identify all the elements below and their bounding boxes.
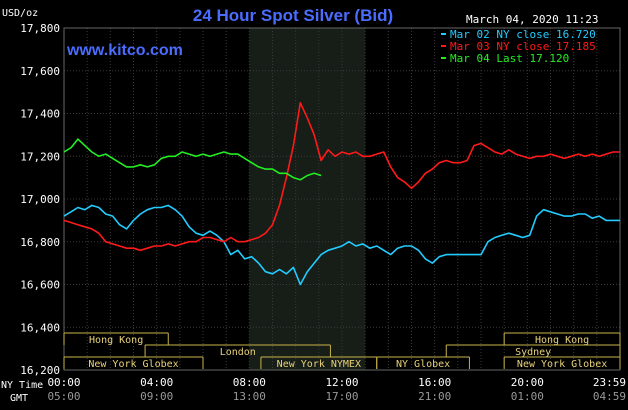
y-tick-label-3: 16,800 <box>20 236 60 249</box>
session-label-2: London <box>220 347 256 358</box>
y-tick-label-2: 16,600 <box>20 279 60 292</box>
session-label-0: Hong Kong <box>89 335 143 346</box>
session-label-4: New York Globex <box>88 359 178 370</box>
x-tick-label-gmt-1: 09:00 <box>140 390 173 403</box>
y-axis: 16,200 16,400 16,600 16,800 17,000 17,200 17,4… <box>20 22 60 377</box>
x-tick-label-gmt-3: 17:00 <box>325 390 358 403</box>
legend-swatch-1 <box>441 45 446 47</box>
y-tick-label-7: 17,600 <box>20 65 60 78</box>
x-tick-label-ny-4: 16:00 <box>418 376 451 389</box>
x-tick-label-gmt-5: 01:00 <box>511 390 544 403</box>
series-line-0 <box>63 204 620 286</box>
x-tick-label-ny-5: 20:00 <box>511 376 544 389</box>
legend-entry-2: Mar 04 Last 17.120 <box>450 52 569 65</box>
ny-time-row-label: NY Time <box>1 380 43 391</box>
x-tick-label-gmt-2: 13:00 <box>233 390 266 403</box>
y-tick-label-8: 17,800 <box>20 22 60 35</box>
y-tick-label-4: 17,000 <box>20 193 60 206</box>
series-line-1 <box>63 102 620 252</box>
x-tick-label-ny-2: 08:00 <box>233 376 266 389</box>
y-tick-label-1: 16,400 <box>20 321 60 334</box>
series-line-2 <box>63 138 322 181</box>
y-tick-label-0: 16,200 <box>20 364 60 377</box>
legend-entry-1: Mar 03 NY close 17.185 <box>450 40 596 53</box>
y-tick-label-6: 17,400 <box>20 108 60 121</box>
price-lines <box>63 102 620 286</box>
session-label-7: New York Globex <box>517 359 607 370</box>
unit-label: USD/oz <box>2 8 38 19</box>
x-tick-label-ny-3: 12:00 <box>325 376 358 389</box>
session-label-6: NY Globex <box>396 359 450 370</box>
y-tick-label-5: 17,200 <box>20 150 60 163</box>
grid-lines <box>63 27 621 371</box>
session-label-1: Hong Kong <box>535 335 589 346</box>
session-label-5: New York NYMEX <box>277 359 361 370</box>
gmt-row-label: GMT <box>10 393 28 404</box>
x-tick-label-gmt-0: 05:00 <box>47 390 80 403</box>
x-tick-label-ny-0: 00:00 <box>47 376 80 389</box>
x-tick-label-gmt-6: 04:59 <box>593 390 626 403</box>
plot-border <box>63 27 621 371</box>
legend-swatch-2 <box>441 57 446 59</box>
chart-title: 24 Hour Spot Silver (Bid) <box>193 6 393 25</box>
x-tick-label-ny-6: 23:59 <box>593 376 626 389</box>
x-tick-label-ny-1: 04:00 <box>140 376 173 389</box>
x-tick-label-gmt-4: 21:00 <box>418 390 451 403</box>
website-label: www.kitco.com <box>66 42 183 59</box>
legend-entry-0: Mar 02 NY close 16.720 <box>450 28 596 41</box>
legend-swatch-0 <box>441 33 446 35</box>
timestamp: March 04, 2020 11:23 <box>466 13 598 26</box>
session-label-3: Sydney <box>515 347 551 358</box>
